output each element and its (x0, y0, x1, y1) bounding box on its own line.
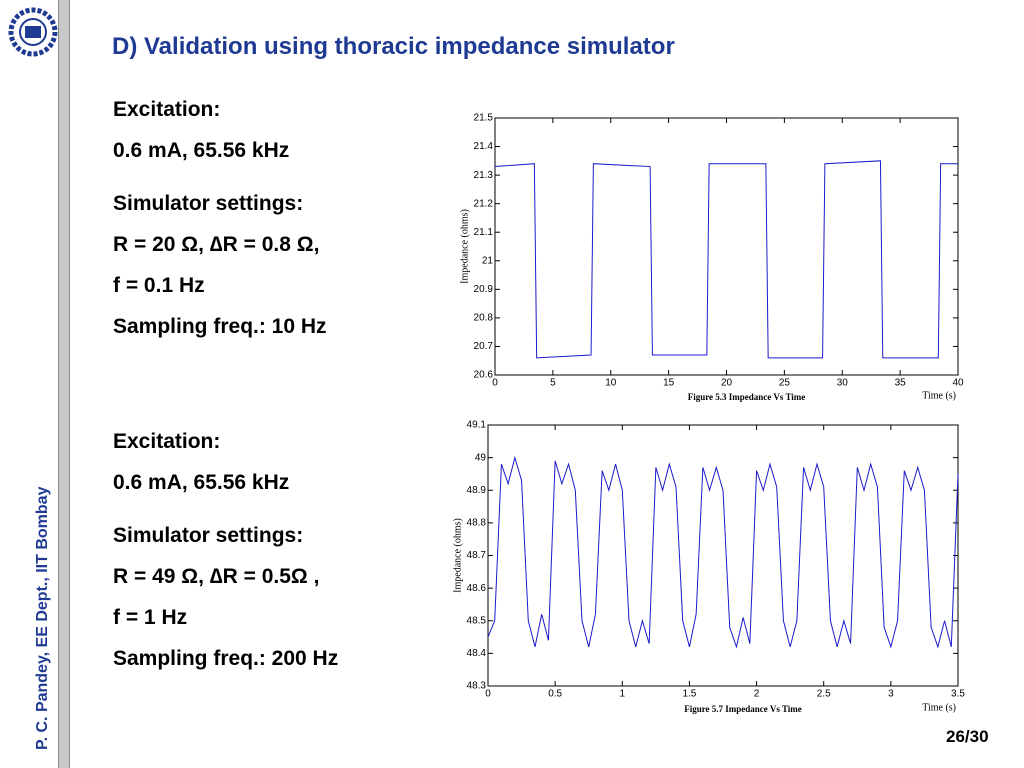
text-line: 0.6 mA, 65.56 kHz (113, 139, 290, 162)
data-line (494, 160, 958, 359)
text-line: Simulator settings: (113, 192, 304, 215)
text-line: 0.6 mA, 65.56 kHz (113, 471, 290, 494)
x-tick-label: 0 (485, 689, 491, 700)
y-tick-label: 21 (482, 255, 494, 266)
page-number: 26/30 (946, 727, 989, 746)
x-tick-label: 30 (837, 378, 849, 389)
y-tick-label: 21.1 (474, 227, 494, 238)
y-tick-label: 48.3 (467, 681, 487, 692)
x-tick-label: 2 (754, 689, 760, 700)
text-line: R = 49 Ω, ∆R = 0.5Ω , (113, 565, 320, 588)
y-tick-label: 48.9 (467, 485, 487, 496)
x-tick-label: 3 (888, 689, 894, 700)
x-tick-label: 0 (492, 378, 498, 389)
x-axis-label: Time (s) (922, 390, 956, 401)
x-tick-label: 0.5 (548, 689, 562, 700)
text-line: Sampling freq.: 200 Hz (113, 647, 339, 670)
text-line: Sampling freq.: 10 Hz (113, 315, 327, 338)
y-tick-label: 21.4 (474, 141, 494, 152)
chart: 48.3 48.4 48.5 48.6 48.7 48.8 48.9 49 49.1 0 0.5 1 1… (452, 420, 965, 714)
x-tick-label: 5 (550, 378, 556, 389)
text-line: f = 0.1 Hz (113, 274, 205, 297)
y-tick-label: 21.3 (474, 170, 494, 181)
x-tick-label: 3.5 (951, 689, 965, 700)
text-block: Excitation: 0.6 mA, 65.56 kHz Simulator se… (113, 430, 338, 688)
text-line: Simulator settings: (113, 524, 304, 547)
logo (8, 7, 58, 57)
x-tick-label: 20 (721, 378, 733, 389)
y-tick-label: 48.6 (467, 583, 487, 594)
y-tick-label: 48.7 (467, 550, 487, 561)
x-tick-label: 1 (620, 689, 626, 700)
y-tick-label: 20.7 (474, 341, 494, 352)
plot-frame (487, 424, 959, 687)
plot-frame (494, 117, 959, 376)
x-axis-label: Time (s) (922, 702, 956, 713)
x-tick-label: 15 (663, 378, 675, 389)
author: P. C. Pandey, EE Dept., IIT Bombay (34, 486, 51, 750)
data-line (487, 455, 959, 649)
y-tick-label: 20.8 (474, 313, 494, 324)
x-tick-label: 2.5 (817, 689, 831, 700)
x-tick-label: 40 (952, 378, 964, 389)
chart: 20.6 20.7 20.8 20.9 21 21.1 21.2 21.3 21.4 21.5 0 5… (459, 113, 964, 402)
x-tick-label: 1.5 (682, 689, 696, 700)
y-tick-label: 48.4 (467, 648, 487, 659)
y-tick-label: 20.9 (474, 284, 494, 295)
side-bar (58, 0, 70, 768)
x-tick-label: 25 (779, 378, 791, 389)
y-tick-label: 21.2 (474, 198, 494, 209)
text-line: Excitation: (113, 430, 221, 453)
y-tick-label: 49 (475, 452, 487, 463)
y-tick-label: 48.8 (467, 518, 487, 529)
y-axis-label: Impedance (ohms) (459, 209, 470, 284)
x-tick-label: 35 (895, 378, 907, 389)
x-tick-label: 10 (605, 378, 617, 389)
text-block: Excitation: 0.6 mA, 65.56 kHz Simulator se… (113, 98, 327, 356)
slide-title: D) Validation using thoracic impedance s… (112, 33, 675, 60)
text-line: f = 1 Hz (113, 606, 188, 629)
y-tick-label: 49.1 (467, 420, 487, 431)
text-line: R = 20 Ω, ∆R = 0.8 Ω, (113, 233, 320, 256)
figure-caption: Figure 5.3 Impedance Vs Time (688, 392, 806, 402)
y-tick-label: 20.6 (474, 370, 494, 381)
y-axis-label: Impedance (ohms) (452, 518, 463, 593)
y-tick-label: 21.5 (474, 113, 494, 124)
y-tick-label: 48.5 (467, 615, 487, 626)
figure-caption: Figure 5.7 Impedance Vs Time (684, 704, 802, 714)
text-line: Excitation: (113, 98, 221, 121)
